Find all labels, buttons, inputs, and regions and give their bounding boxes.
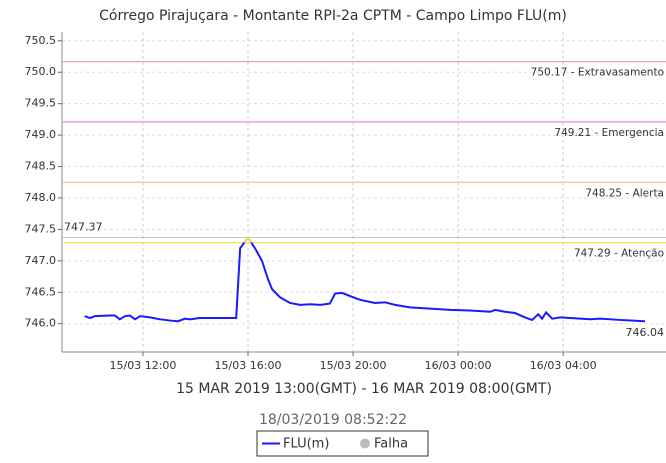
x-tick-label: 15/03 12:00 xyxy=(110,359,177,372)
y-tick-label: 749.0 xyxy=(25,128,57,141)
footer: 18/03/2019 08:52:22 xyxy=(259,412,407,428)
x-tick-label: 15/03 20:00 xyxy=(320,359,387,372)
threshold-label: 749.21 - Emergencia xyxy=(554,127,664,139)
chart-title: Córrego Pirajuçara - Montante RPI-2a CPT… xyxy=(99,8,567,24)
last-label: 746.04 xyxy=(626,326,665,339)
x-tick-label: 16/03 00:00 xyxy=(425,359,492,372)
threshold-label: 750.17 - Extravasamento xyxy=(531,67,664,79)
x-tick-label: 16/03 04:00 xyxy=(530,359,597,372)
y-tick-label: 748.5 xyxy=(25,160,57,173)
x-tick-label: 15/03 16:00 xyxy=(215,359,282,372)
plot-area xyxy=(62,32,666,352)
max-label: 747.37 xyxy=(64,221,103,234)
data-line xyxy=(84,235,646,323)
y-tick-label: 747.5 xyxy=(25,222,57,235)
y-tick-label: 746.0 xyxy=(25,317,57,330)
y-tick-label: 750.5 xyxy=(25,34,57,47)
y-tick-label: 750.0 xyxy=(25,65,57,78)
legend-swatch xyxy=(360,438,370,449)
legend-box xyxy=(256,430,429,457)
y-tick-label: 746.5 xyxy=(25,285,57,298)
threshold-label: 747.29 - Atenção xyxy=(574,248,664,260)
y-tick-label: 747.0 xyxy=(25,254,57,267)
legend-label: Falha xyxy=(374,437,408,452)
threshold-label: 748.25 - Alerta xyxy=(585,187,664,199)
y-tick-label: 748.0 xyxy=(25,191,57,204)
legend-label: FLU(m) xyxy=(283,437,329,452)
x-axis-label: 15 MAR 2019 13:00(GMT) - 16 MAR 2019 08:… xyxy=(176,381,552,397)
y-tick-label: 749.5 xyxy=(25,97,57,110)
